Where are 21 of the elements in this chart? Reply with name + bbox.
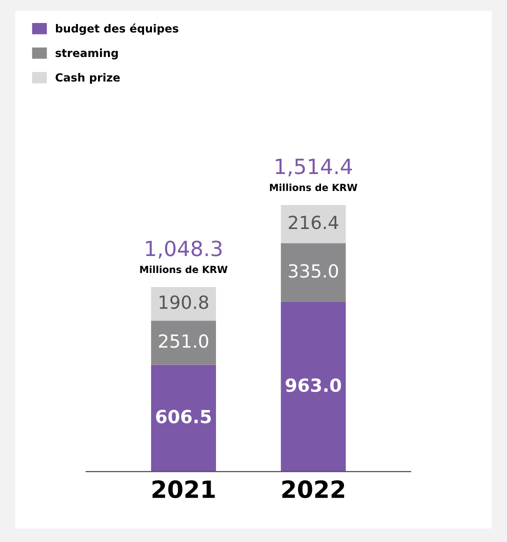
bar: [280, 302, 346, 472]
bar: [280, 204, 346, 244]
bar: [151, 287, 216, 321]
annotation: Millions de KRW: [270, 184, 358, 192]
total-label: 1,514.4: [276, 158, 352, 176]
x-tick-label: 2021: [152, 480, 215, 498]
legend-label: Cash prize: [56, 73, 120, 84]
legend-label: budget des équipes: [56, 24, 178, 35]
legend-label: streaming: [56, 48, 118, 60]
bar: [151, 364, 216, 472]
annotation: Millions de KRW: [140, 266, 228, 274]
bar: [151, 320, 216, 365]
data-label: 190.8: [160, 295, 208, 310]
data-label: 963.0: [286, 378, 342, 392]
data-label: 251.0: [159, 334, 208, 348]
data-label: 606.5: [156, 410, 211, 424]
data-label: 216.4: [288, 216, 338, 230]
data-label: 335.0: [288, 264, 338, 278]
bar: [280, 243, 346, 302]
total-label: 1,048.3: [146, 240, 222, 258]
x-tick-label: 2022: [282, 480, 344, 498]
